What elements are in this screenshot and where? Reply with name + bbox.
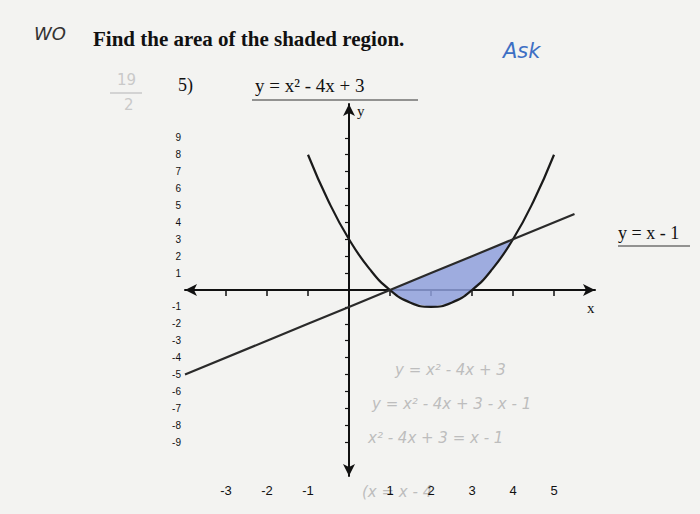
svg-text:9: 9 — [175, 132, 181, 143]
svg-text:-2: -2 — [261, 483, 273, 498]
svg-text:2: 2 — [175, 251, 181, 262]
svg-text:-3: -3 — [220, 483, 232, 498]
svg-text:-4: -4 — [172, 352, 181, 363]
svg-text:7: 7 — [175, 166, 181, 177]
svg-text:5: 5 — [550, 483, 557, 498]
svg-text:3: 3 — [175, 234, 181, 245]
svg-text:6: 6 — [175, 183, 181, 194]
svg-text:Ask: Ask — [501, 39, 541, 63]
svg-text:y = x - 1: y = x - 1 — [618, 223, 679, 243]
svg-text:8: 8 — [175, 149, 181, 160]
svg-text:WO: WO — [34, 23, 66, 44]
svg-text:-5: -5 — [172, 369, 181, 380]
svg-text:-7: -7 — [172, 403, 181, 414]
svg-text:y = x² - 4x + 3: y = x² - 4x + 3 — [255, 75, 364, 96]
svg-text:-1: -1 — [302, 483, 314, 498]
svg-text:Find the area of the shaded re: Find the area of the shaded region. — [93, 27, 404, 51]
svg-text:(x = x - 4: (x = x - 4 — [362, 483, 432, 501]
svg-text:2: 2 — [124, 96, 134, 114]
svg-text:-2: -2 — [172, 318, 181, 329]
svg-text:2: 2 — [427, 483, 434, 498]
svg-text:5): 5) — [178, 75, 193, 96]
svg-text:5: 5 — [175, 200, 181, 211]
svg-text:-1: -1 — [172, 301, 181, 312]
svg-text:-8: -8 — [172, 420, 181, 431]
svg-text:-9: -9 — [172, 437, 181, 448]
svg-text:1: 1 — [175, 268, 181, 279]
svg-text:x² - 4x + 3 = x - 1: x² - 4x + 3 = x - 1 — [367, 429, 503, 447]
svg-text:4: 4 — [175, 217, 181, 228]
svg-text:-3: -3 — [172, 335, 181, 346]
svg-text:1: 1 — [386, 483, 393, 498]
svg-text:y = x² - 4x + 3: y = x² - 4x + 3 — [394, 361, 506, 379]
svg-text:19: 19 — [117, 71, 136, 89]
svg-text:4: 4 — [509, 483, 516, 498]
svg-text:3: 3 — [468, 483, 475, 498]
svg-text:x: x — [587, 300, 595, 316]
svg-text:y = x² - 4x + 3 - x - 1: y = x² - 4x + 3 - x - 1 — [371, 395, 531, 413]
svg-text:y: y — [357, 103, 365, 119]
svg-text:-6: -6 — [172, 386, 181, 397]
